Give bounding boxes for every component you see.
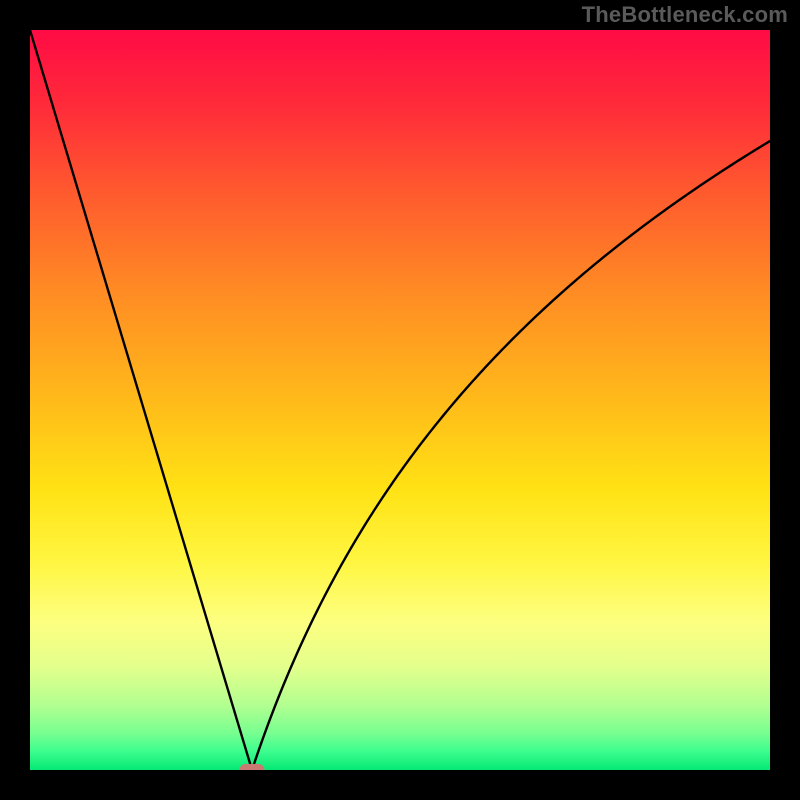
- chart-stage: TheBottleneck.com: [0, 0, 800, 800]
- bottleneck-chart: [0, 0, 800, 800]
- watermark-text: TheBottleneck.com: [582, 2, 788, 28]
- plot-area: [30, 30, 770, 776]
